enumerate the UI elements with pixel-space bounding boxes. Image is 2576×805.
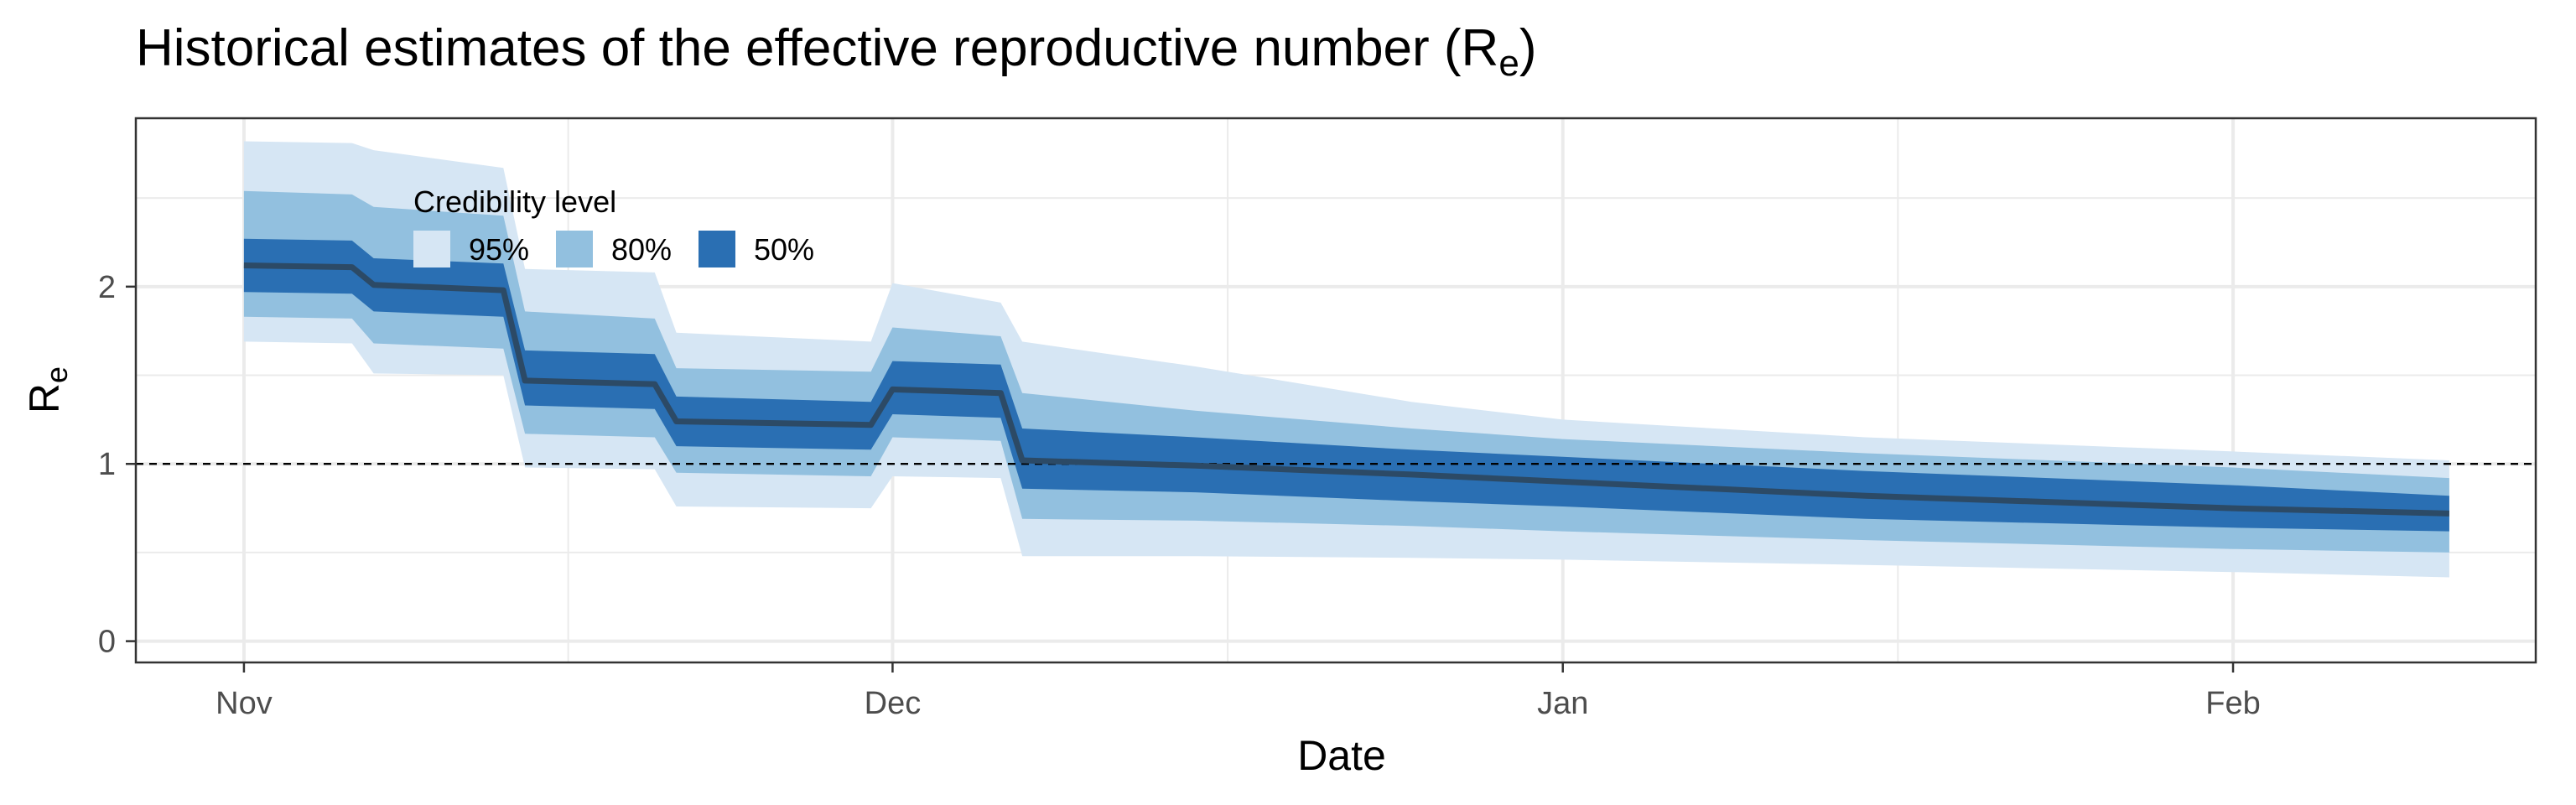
x-axis: Nov Dec Jan Feb (216, 662, 2261, 721)
x-tick-label: Dec (865, 686, 922, 721)
legend: Credibility level 95% 80% 50% (413, 184, 814, 267)
legend-swatch (556, 231, 593, 267)
legend-label: 95% (469, 232, 529, 267)
median-re-line (243, 262, 2449, 517)
x-tick-label: Jan (1537, 686, 1588, 721)
x-tick-label: Feb (2205, 686, 2260, 721)
legend-label: 80% (611, 232, 672, 267)
legend-swatch (699, 231, 735, 267)
band-80 (243, 190, 2449, 553)
y-tick-label: 1 (98, 447, 116, 482)
legend-label: 50% (754, 232, 814, 267)
x-axis-title: Date (1297, 732, 1386, 779)
legend-title: Credibility level (413, 184, 616, 219)
chart-title: Historical estimates of the effective re… (136, 19, 1536, 84)
y-axis: 0 1 2 (98, 270, 136, 660)
y-axis-title: Re (21, 366, 74, 413)
plot-border (134, 117, 2537, 664)
x-tick-label: Nov (216, 686, 273, 721)
y-tick-label: 0 (98, 625, 116, 660)
y-tick-label: 2 (98, 270, 116, 305)
legend-swatch (413, 231, 450, 267)
